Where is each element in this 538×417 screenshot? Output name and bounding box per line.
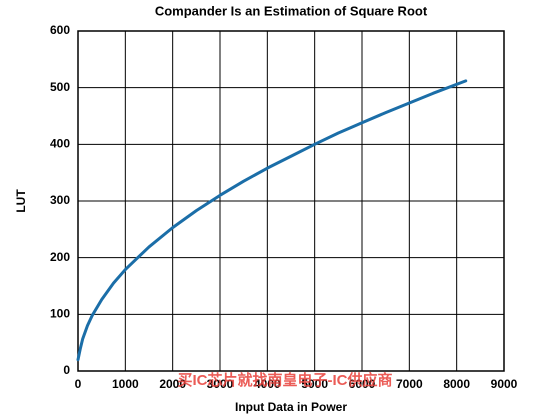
x-tick-label: 2000 — [159, 377, 186, 391]
x-tick-label: 9000 — [491, 377, 518, 391]
plot-frame — [77, 30, 505, 372]
data-line — [76, 79, 468, 362]
x-tick-label: 1000 — [112, 377, 139, 391]
x-tick-label: 3000 — [207, 377, 234, 391]
x-axis-label: Input Data in Power — [235, 400, 347, 414]
y-tick-label: 300 — [50, 193, 70, 207]
y-tick-label: 500 — [50, 80, 70, 94]
chart-title: Compander Is an Estimation of Square Roo… — [155, 3, 428, 18]
x-tick-label: 4000 — [254, 377, 281, 391]
y-tick-label: 0 — [63, 363, 70, 377]
x-tick-label: 8000 — [443, 377, 470, 391]
watermark: 买IC芯片就找南皇电子-IC供应商 — [178, 371, 393, 389]
x-tick-label: 6000 — [349, 377, 376, 391]
y-tick-label: 600 — [50, 23, 70, 37]
y-tick-label: 400 — [50, 137, 70, 151]
x-tick-label: 5000 — [301, 377, 328, 391]
y-axis-label: LUT — [14, 189, 28, 213]
y-tick-label: 100 — [50, 307, 70, 321]
y-tick-label: 200 — [50, 250, 70, 264]
x-tick-label: 0 — [75, 377, 82, 391]
x-tick-label: 7000 — [396, 377, 423, 391]
